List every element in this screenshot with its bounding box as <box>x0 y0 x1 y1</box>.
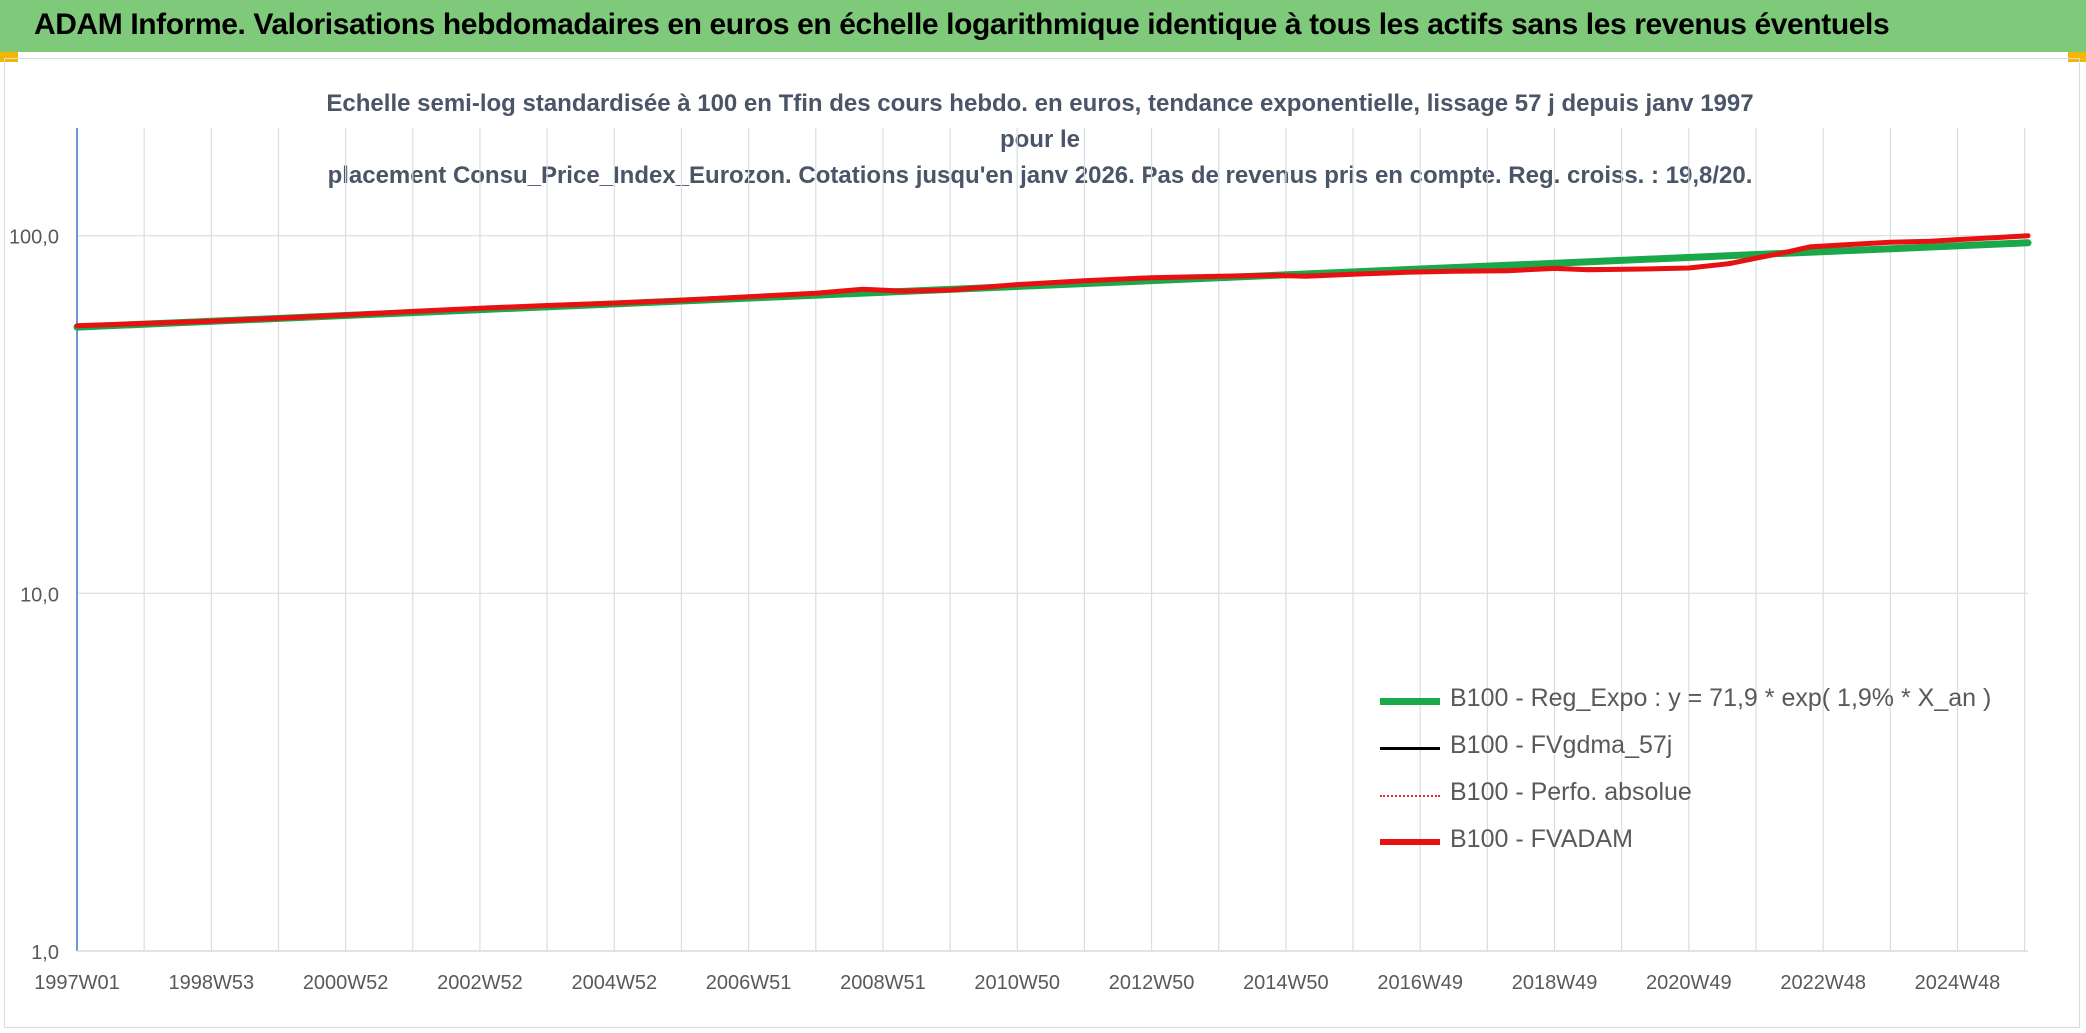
chart-title-line-1: Echelle semi-log standardisée à 100 en T… <box>326 90 1754 153</box>
legend-swatch-fvgdma <box>1380 747 1440 750</box>
x-tick-label: 2020W49 <box>1646 972 1732 994</box>
legend-swatch-fvadam <box>1380 839 1440 845</box>
x-tick-label: 1998W53 <box>169 972 255 994</box>
x-tick-label: 2016W49 <box>1377 972 1463 994</box>
x-tick-label: 2024W48 <box>1915 972 2001 994</box>
series-layer <box>73 233 2032 331</box>
legend-label-perfo: B100 - Perfo. absolue <box>1450 778 1692 806</box>
legend-label-fvgdma: B100 - FVgdma_57j <box>1450 731 1673 759</box>
series-fvadam-line <box>74 233 2031 329</box>
y-tick-label: 1,0 <box>31 942 59 964</box>
chart-title-line-2: placement Consu_Price_Index_Eurozon. Cot… <box>327 162 1753 189</box>
x-tick-label: 1997W01 <box>34 972 120 994</box>
y-tick-label: 100,0 <box>9 227 59 249</box>
y-tick-label: 10,0 <box>20 584 59 606</box>
legend-label-fvadam: B100 - FVADAM <box>1450 825 1633 853</box>
x-tick-label: 2004W52 <box>571 972 657 994</box>
x-tick-label: 2006W51 <box>706 972 792 994</box>
x-tick-label: 2008W51 <box>840 972 926 994</box>
x-tick-label: 2010W50 <box>974 972 1060 994</box>
legend-label-reg-expo: B100 - Reg_Expo : y = 71,9 * exp( 1,9% *… <box>1450 684 1992 712</box>
legend-swatch-perfo <box>1380 795 1440 797</box>
grid-layer <box>77 128 2028 952</box>
x-tick-label: 2012W50 <box>1109 972 1195 994</box>
chart-title: Echelle semi-log standardisée à 100 en T… <box>300 86 1780 194</box>
x-tick-label: 2022W48 <box>1780 972 1866 994</box>
x-tick-label: 2000W52 <box>303 972 389 994</box>
axis-layer: 1,0 10,0 100,0 1997W01 1998W53 2000W52 2002W52… <box>9 128 2028 994</box>
x-tick-label: 2018W49 <box>1512 972 1598 994</box>
x-tick-label: 2014W50 <box>1243 972 1329 994</box>
corner-marker-right <box>2068 52 2086 62</box>
chart-frame <box>4 58 2080 1028</box>
header-bar: ADAM Informe. Valorisations hebdomadaire… <box>0 0 2086 52</box>
page-title: ADAM Informe. Valorisations hebdomadaire… <box>34 8 1890 41</box>
x-tick-label: 2002W52 <box>437 972 523 994</box>
legend-swatch-reg-expo <box>1380 698 1440 705</box>
corner-marker-left <box>0 52 18 62</box>
